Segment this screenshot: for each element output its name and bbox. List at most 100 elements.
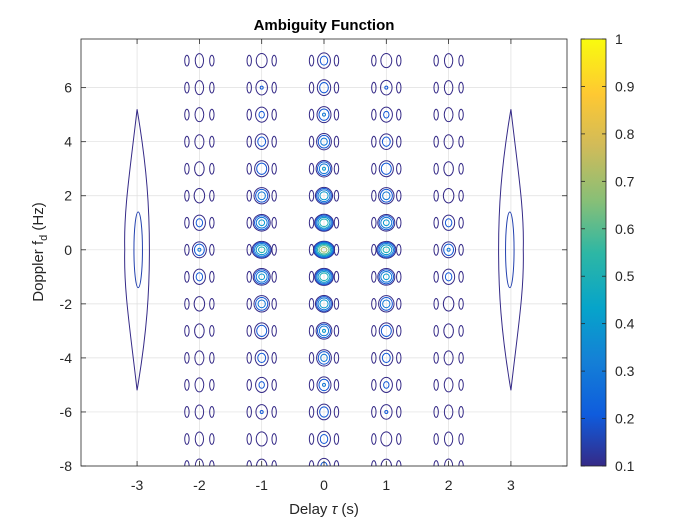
contour-lobe <box>318 325 330 337</box>
contour-lobe <box>254 215 270 231</box>
contour-side-lobe <box>433 189 439 202</box>
contour-lobe <box>254 269 270 285</box>
contour-side-lobe <box>271 460 277 466</box>
contour-side-lobe <box>184 433 190 445</box>
contour-outer-lobe <box>498 109 524 391</box>
contour-side-lobe <box>271 162 277 175</box>
contour-side-lobe <box>246 324 252 337</box>
contour-side-lobe <box>308 108 315 121</box>
contour-side-lobe <box>333 379 340 391</box>
contour-side-lobe <box>458 135 464 148</box>
contour-side-lobe <box>246 270 252 283</box>
contour-side-lobe <box>458 54 464 67</box>
contour-side-lobe <box>371 270 377 283</box>
contour-side-lobe <box>184 54 190 67</box>
contour-side-lobe <box>433 460 439 466</box>
contour-lobe <box>257 352 267 364</box>
contour-side-lobe <box>433 162 439 175</box>
y-tick-label: -2 <box>60 296 73 312</box>
contour-lobe <box>316 188 332 204</box>
contour-lobe <box>256 162 268 175</box>
contour-lobe <box>380 270 393 283</box>
contour-lobe <box>380 431 393 447</box>
contour-lobe <box>317 189 331 203</box>
contour-side-lobe <box>209 351 215 364</box>
colorbar-tick-label: 0.6 <box>615 221 635 237</box>
contour-lobe <box>320 246 328 253</box>
contour-lobe <box>194 404 205 420</box>
contour-lobe <box>319 218 329 228</box>
contour-lobe <box>251 240 272 259</box>
contour-side-lobe <box>333 460 340 466</box>
contour-side-lobe <box>396 406 402 418</box>
contour-side-lobe <box>246 297 252 310</box>
x-tick-label: -2 <box>193 477 206 493</box>
contour-lobe <box>255 79 268 96</box>
contour-lobe <box>379 376 393 393</box>
contour-side-lobe <box>333 270 340 283</box>
contour-lobe <box>191 241 207 259</box>
contour-side-lobe <box>333 351 340 364</box>
contour-side-lobe <box>184 297 190 310</box>
contour-side-lobe <box>371 433 377 445</box>
contour-side-lobe <box>333 108 340 121</box>
contour-lobe <box>376 240 397 259</box>
contour-lobe <box>378 322 394 340</box>
contour-lobe <box>317 52 331 69</box>
contour-lobe <box>378 160 394 178</box>
contour-lobe <box>315 322 333 340</box>
colorbar-tick-label: 0.9 <box>615 78 635 94</box>
contour-side-lobe <box>184 324 190 337</box>
contour-side-lobe <box>308 433 315 445</box>
colorbar <box>580 38 607 467</box>
contour-side-lobe <box>458 460 464 466</box>
contour-side-lobe <box>209 243 215 256</box>
contour-lobe <box>193 188 206 204</box>
contour-lobe <box>443 53 454 69</box>
contour-lobe <box>255 216 268 229</box>
contour-side-lobe <box>458 81 464 94</box>
contour-side-lobe <box>371 297 377 310</box>
contour-side-lobe <box>333 406 340 418</box>
contour-lobe <box>443 243 455 256</box>
contour-side-lobe <box>271 297 277 310</box>
contour-side-lobe <box>308 54 315 67</box>
contour-lobe <box>252 213 271 232</box>
contour-lobe <box>381 352 391 364</box>
contour-side-lobe <box>246 54 252 67</box>
contour-side-lobe <box>433 216 439 229</box>
contour-lobe <box>380 324 392 337</box>
contour-lobe <box>316 133 332 151</box>
contour-side-lobe <box>371 216 377 229</box>
contour-side-lobe <box>246 216 252 229</box>
contour-lobe <box>192 214 206 231</box>
contour-side-lobe <box>371 351 377 364</box>
contour-side-lobe <box>433 324 439 337</box>
contour-side-lobe <box>246 379 252 391</box>
contour-lobe <box>255 296 269 311</box>
contour-side-lobe <box>333 297 340 310</box>
contour-lobe <box>316 243 332 256</box>
contour-side-lobe <box>271 81 277 94</box>
contour-lobe <box>194 161 205 177</box>
contour-lobe <box>319 299 329 309</box>
contour-lobe <box>377 241 396 258</box>
contour-side-lobe <box>396 243 402 256</box>
contour-side-lobe <box>458 162 464 175</box>
y-tick-label: 2 <box>64 188 72 204</box>
y-tick-label: 6 <box>64 80 72 96</box>
contour-lobe <box>253 187 270 205</box>
contour-side-lobe <box>396 162 402 175</box>
contour-side-lobe <box>333 81 340 94</box>
contour-lobe <box>442 214 456 231</box>
contour-lobe <box>443 161 454 177</box>
contour-side-lobe <box>184 189 190 202</box>
contour-lobe <box>446 247 451 252</box>
contour-lobe <box>319 272 329 282</box>
contour-side-lobe <box>209 297 215 310</box>
contour-side-lobe <box>458 379 464 391</box>
contour-lobe <box>255 188 269 203</box>
contour-side-lobe <box>308 243 315 256</box>
contour-side-lobe <box>271 433 277 445</box>
